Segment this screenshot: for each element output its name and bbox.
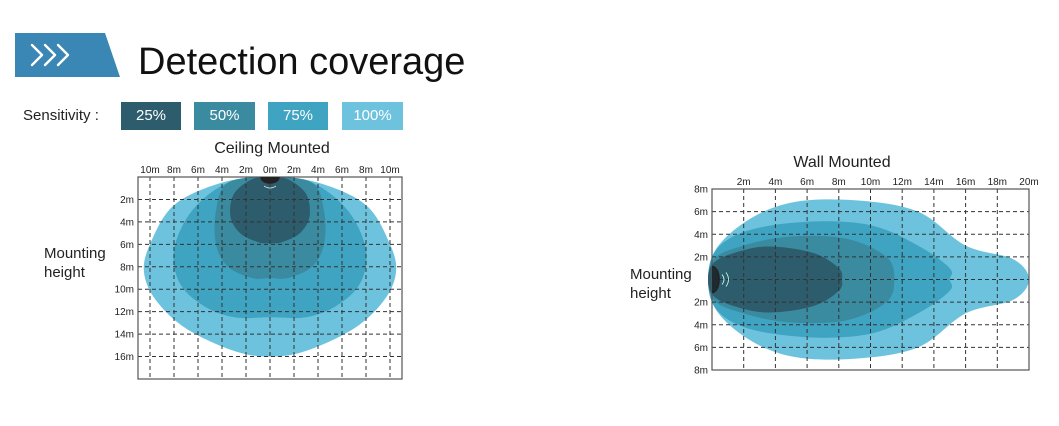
x-tick-label: 4m <box>311 165 325 176</box>
wall-mounting-height-label: Mounting height <box>630 266 692 302</box>
sensitivity-chip-100: 100% <box>342 102 403 130</box>
x-tick-label: 4m <box>215 165 229 176</box>
ceiling-mounting-height-label: Mounting height <box>44 245 106 281</box>
x-tick-label: 2m <box>287 165 301 176</box>
ceiling-chart-title: Ceiling Mounted <box>214 140 330 157</box>
y-tick-label: 2m <box>694 252 708 263</box>
x-tick-label: 6m <box>191 165 205 176</box>
y-tick-label: 12m <box>115 307 134 318</box>
y-tick-label: 4m <box>694 230 708 241</box>
sensitivity-chip-50: 50% <box>194 102 255 130</box>
y-tick-label: 14m <box>115 330 134 341</box>
x-tick-label: 8m <box>359 165 373 176</box>
x-tick-label: 4m <box>768 177 782 188</box>
x-tick-label: 2m <box>737 177 751 188</box>
y-tick-label: 4m <box>120 217 134 228</box>
sensitivity-label: Sensitivity : <box>23 107 99 124</box>
x-tick-label: 0m <box>263 165 277 176</box>
y-tick-label: 6m <box>120 240 134 251</box>
sensitivity-chip-75: 75% <box>268 102 328 130</box>
y-tick-label: 2m <box>694 298 708 309</box>
y-tick-label: 8m <box>694 366 708 377</box>
sensitivity-chip-25: 25% <box>121 102 181 130</box>
x-tick-label: 20m <box>1019 177 1038 188</box>
x-tick-label: 18m <box>988 177 1007 188</box>
x-tick-label: 10m <box>380 165 399 176</box>
y-tick-label: 16m <box>115 352 134 363</box>
x-tick-label: 6m <box>335 165 349 176</box>
wall-sensor-icon <box>711 265 729 294</box>
y-tick-label: 6m <box>694 343 708 354</box>
x-tick-label: 12m <box>892 177 911 188</box>
page-title: Detection coverage <box>138 41 466 83</box>
y-tick-label: 6m <box>694 207 708 218</box>
y-tick-label: 8m <box>694 185 708 196</box>
x-tick-label: 10m <box>861 177 880 188</box>
chevrons-right-icon <box>30 43 70 67</box>
coverage-area-25 <box>230 176 310 244</box>
x-tick-label: 14m <box>924 177 943 188</box>
x-tick-label: 10m <box>140 165 159 176</box>
wall-chart-title: Wall Mounted <box>793 154 891 171</box>
y-tick-label: 4m <box>694 320 708 331</box>
y-tick-label: 10m <box>115 285 134 296</box>
x-tick-label: 8m <box>832 177 846 188</box>
x-tick-label: 6m <box>800 177 814 188</box>
y-tick-label: 8m <box>120 262 134 273</box>
ceiling-sensor-icon <box>260 176 280 189</box>
x-tick-label: 2m <box>239 165 253 176</box>
header-badge <box>15 33 120 77</box>
x-tick-label: 8m <box>167 165 181 176</box>
x-tick-label: 16m <box>956 177 975 188</box>
y-tick-label: 2m <box>120 195 134 206</box>
